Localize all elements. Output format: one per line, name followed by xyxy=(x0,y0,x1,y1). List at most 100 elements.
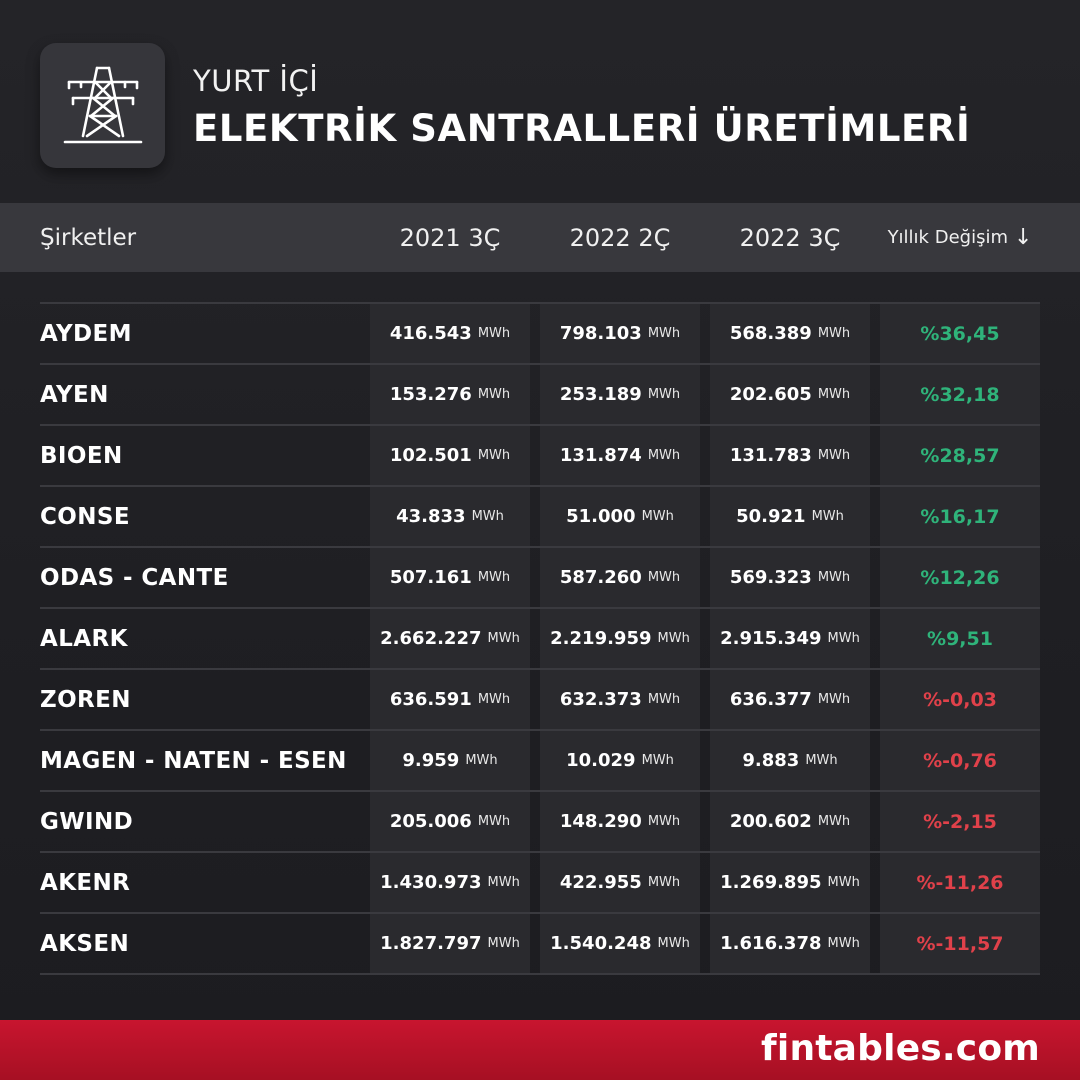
unit-label: MWh xyxy=(817,570,851,585)
production-value: 205.006 xyxy=(389,811,472,832)
brand-name: fintables.com xyxy=(761,1028,1040,1069)
logo-tile xyxy=(40,43,165,168)
unit-label: MWh xyxy=(647,692,681,707)
table-row: GWIND 205.006 MWh 148.290 MWh 200.602 MWh %-2,1… xyxy=(40,792,1040,853)
column-header-2021-q3[interactable]: 2021 3Ç xyxy=(399,223,501,252)
value-2021-q3: 2.662.227 MWh xyxy=(370,609,530,668)
production-value: 1.616.378 xyxy=(720,933,822,954)
value-2022-q3: 200.602 MWh xyxy=(710,792,870,851)
yearly-change-value: %-11,26 xyxy=(880,853,1040,912)
table-row: CONSE 43.833 MWh 51.000 MWh 50.921 MWh %16,17 xyxy=(40,487,1040,548)
production-value: 1.827.797 xyxy=(380,933,482,954)
production-value: 148.290 xyxy=(559,811,642,832)
unit-label: MWh xyxy=(817,814,851,829)
value-2021-q3: 1.430.973 MWh xyxy=(370,853,530,912)
value-2022-q2: 148.290 MWh xyxy=(540,792,700,851)
value-2022-q2: 632.373 MWh xyxy=(540,670,700,729)
unit-label: MWh xyxy=(477,814,511,829)
company-name: MAGEN - NATEN - ESEN xyxy=(40,747,347,774)
production-value: 587.260 xyxy=(559,567,642,588)
yearly-change-value: %-0,76 xyxy=(880,731,1040,790)
unit-label: MWh xyxy=(465,753,498,768)
company-name: AKENR xyxy=(40,869,131,896)
production-value: 2.219.959 xyxy=(550,628,652,649)
value-2022-q2: 10.029 MWh xyxy=(540,731,700,790)
unit-label: MWh xyxy=(805,753,838,768)
column-header-yearly-change[interactable]: Yıllık Değişim ↓ xyxy=(880,203,1040,272)
column-header-bar: Şirketler 2021 3Ç 2022 2Ç 2022 3Ç Yıllık… xyxy=(0,203,1080,272)
value-2022-q3: 2.915.349 MWh xyxy=(710,609,870,668)
value-2022-q2: 51.000 MWh xyxy=(540,487,700,546)
value-2022-q2: 253.189 MWh xyxy=(540,365,700,424)
unit-label: MWh xyxy=(827,936,860,951)
page-subtitle: YURT İÇİ xyxy=(193,64,319,98)
unit-label: MWh xyxy=(811,509,844,524)
column-header-company[interactable]: Şirketler xyxy=(40,224,137,251)
company-name: ODAS - CANTE xyxy=(40,564,229,591)
company-name: AYDEM xyxy=(40,320,132,347)
yearly-change-value: %9,51 xyxy=(880,609,1040,668)
unit-label: MWh xyxy=(647,570,681,585)
unit-label: MWh xyxy=(487,875,520,890)
production-value: 2.662.227 xyxy=(380,628,482,649)
value-2021-q3: 153.276 MWh xyxy=(370,365,530,424)
table-row: AKENR 1.430.973 MWh 422.955 MWh 1.269.895 MWh%… xyxy=(40,853,1040,914)
value-2022-q3: 1.616.378 MWh xyxy=(710,914,870,973)
unit-label: MWh xyxy=(641,753,674,768)
unit-label: MWh xyxy=(487,631,520,646)
production-value: 416.543 xyxy=(389,323,472,344)
production-value: 202.605 xyxy=(729,384,812,405)
production-value: 507.161 xyxy=(389,567,472,588)
production-value: 43.833 xyxy=(396,506,466,527)
value-2021-q3: 9.959 MWh xyxy=(370,731,530,790)
value-2022-q2: 422.955 MWh xyxy=(540,853,700,912)
company-name: ALARK xyxy=(40,625,128,652)
yearly-change-value: %28,57 xyxy=(880,426,1040,485)
production-value: 9.883 xyxy=(742,750,800,771)
unit-label: MWh xyxy=(477,326,511,341)
value-2022-q3: 131.783 MWh xyxy=(710,426,870,485)
production-value: 636.591 xyxy=(389,689,472,710)
value-2022-q3: 50.921 MWh xyxy=(710,487,870,546)
yearly-change-value: %36,45 xyxy=(880,304,1040,363)
yearly-change-value: %-2,15 xyxy=(880,792,1040,851)
production-value: 798.103 xyxy=(559,323,642,344)
unit-label: MWh xyxy=(817,326,851,341)
yearly-change-value: %16,17 xyxy=(880,487,1040,546)
production-value: 568.389 xyxy=(729,323,812,344)
yearly-change-label: Yıllık Değişim xyxy=(887,227,1008,248)
production-value: 131.783 xyxy=(729,445,812,466)
value-2022-q2: 131.874 MWh xyxy=(540,426,700,485)
value-2021-q3: 636.591 MWh xyxy=(370,670,530,729)
production-value: 569.323 xyxy=(729,567,812,588)
production-value: 632.373 xyxy=(559,689,642,710)
value-2021-q3: 416.543 MWh xyxy=(370,304,530,363)
transmission-tower-icon xyxy=(63,66,142,143)
unit-label: MWh xyxy=(827,631,860,646)
unit-label: MWh xyxy=(647,387,681,402)
table-row: ALARK 2.662.227 MWh 2.219.959 MWh 2.915.349 MW… xyxy=(40,609,1040,670)
unit-label: MWh xyxy=(817,448,851,463)
unit-label: MWh xyxy=(657,631,690,646)
company-name: GWIND xyxy=(40,808,134,835)
value-2022-q3: 9.883 MWh xyxy=(710,731,870,790)
company-name: BIOEN xyxy=(40,442,123,469)
value-2021-q3: 205.006 MWh xyxy=(370,792,530,851)
unit-label: MWh xyxy=(657,936,690,951)
value-2021-q3: 102.501 MWh xyxy=(370,426,530,485)
yearly-change-value: %32,18 xyxy=(880,365,1040,424)
value-2021-q3: 507.161 MWh xyxy=(370,548,530,607)
table-row: AYEN 153.276 MWh 253.189 MWh 202.605 MWh %32,18 xyxy=(40,365,1040,426)
production-value: 50.921 xyxy=(736,506,806,527)
value-2021-q3: 43.833 MWh xyxy=(370,487,530,546)
company-name: AKSEN xyxy=(40,930,130,957)
table-row: ODAS - CANTE 507.161 MWh 587.260 MWh 569.323 M… xyxy=(40,548,1040,609)
value-2022-q2: 587.260 MWh xyxy=(540,548,700,607)
column-header-2022-q3[interactable]: 2022 3Ç xyxy=(739,223,841,252)
production-table: AYDEM 416.543 MWh 798.103 MWh 568.389 MWh %36,4… xyxy=(40,302,1040,975)
column-header-2022-q2[interactable]: 2022 2Ç xyxy=(569,223,671,252)
value-2022-q2: 2.219.959 MWh xyxy=(540,609,700,668)
production-value: 1.430.973 xyxy=(380,872,482,893)
production-value: 422.955 xyxy=(559,872,642,893)
page-title: ELEKTRİK SANTRALLERİ ÜRETİMLERİ xyxy=(193,107,971,150)
